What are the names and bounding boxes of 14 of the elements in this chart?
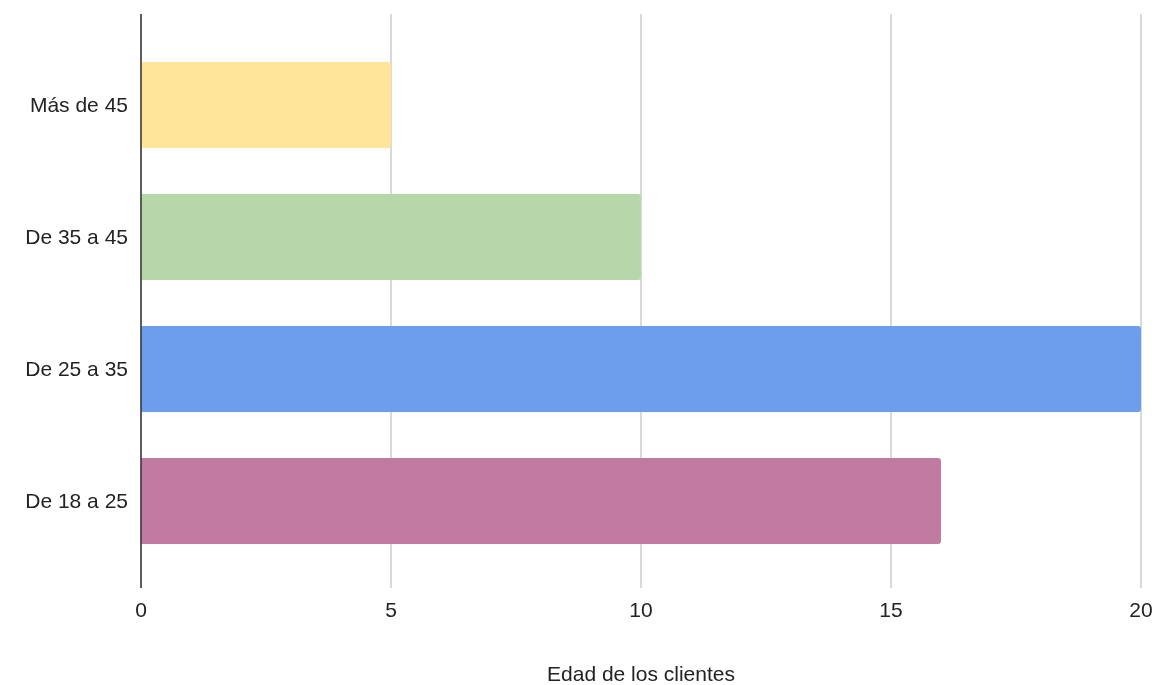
y-tick-label: De 35 a 45 [25,225,128,249]
bar [141,194,641,281]
y-tick-label: De 18 a 25 [25,489,128,513]
x-tick-label: 10 [629,597,653,621]
x-tick-label: 20 [1129,597,1153,621]
y-tick-label: De 25 a 35 [25,357,128,381]
x-tick-label: 0 [135,597,147,621]
bar [141,326,1141,413]
x-tick-label: 15 [879,597,903,621]
bar [141,458,941,545]
bar [141,62,391,149]
x-tick-label: 5 [385,597,397,621]
x-axis-title: Edad de los clientes [547,662,735,685]
y-tick-label: Más de 45 [29,93,128,117]
